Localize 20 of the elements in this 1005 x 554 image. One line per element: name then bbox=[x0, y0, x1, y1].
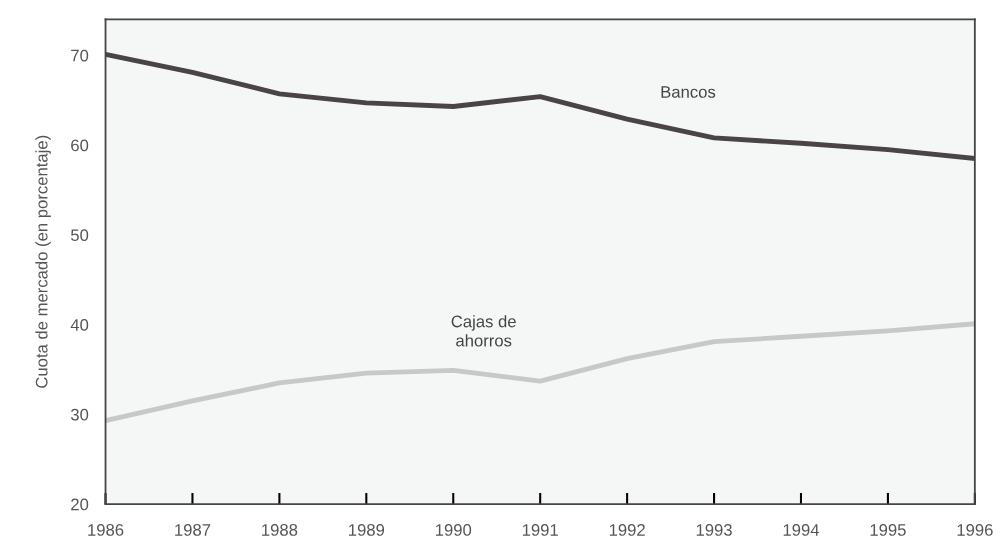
y-tick-label: 60 bbox=[71, 139, 89, 152]
y-tick-label: 70 bbox=[71, 49, 89, 62]
y-axis-title: Cuota de mercado (en porcentaje) bbox=[35, 135, 51, 388]
x-tick-label: 1993 bbox=[696, 524, 732, 536]
y-tick-label: 50 bbox=[70, 229, 89, 242]
x-tick-label: 1995 bbox=[870, 524, 906, 536]
y-tick-label: 20 bbox=[71, 498, 89, 511]
y-tick-label: 40 bbox=[70, 319, 89, 331]
x-tick-label: 1992 bbox=[609, 524, 645, 536]
x-tick-label: 1989 bbox=[349, 524, 385, 536]
x-tick-label: 1986 bbox=[88, 524, 124, 536]
x-tick-label: 1987 bbox=[175, 524, 211, 536]
series-label: Bancos bbox=[661, 86, 716, 98]
x-tick-label: 1994 bbox=[783, 524, 820, 536]
y-tick-label: 30 bbox=[70, 408, 89, 421]
x-tick-label: 1996 bbox=[957, 524, 993, 536]
x-tick-label: 1988 bbox=[262, 524, 298, 536]
series-label: Cajas de ahorros bbox=[451, 315, 516, 347]
x-tick-label: 1990 bbox=[435, 524, 472, 536]
x-tick-label: 1991 bbox=[522, 524, 558, 536]
